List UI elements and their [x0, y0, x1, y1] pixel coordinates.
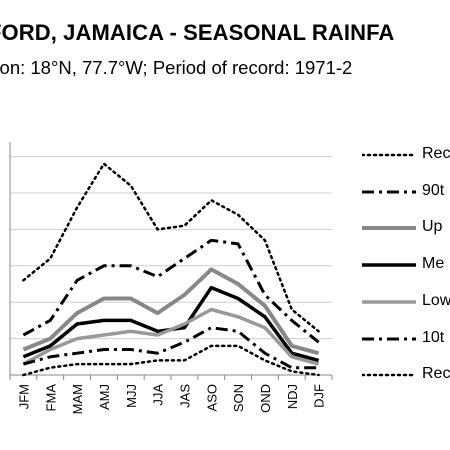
legend-item: Rec: [362, 360, 450, 390]
series-line-2: [22, 238, 320, 344]
legend-label: Low: [422, 291, 450, 309]
x-tick-label: JAS: [177, 384, 192, 408]
legend-swatch: [362, 190, 416, 194]
legend-swatch: [362, 226, 416, 231]
legend-swatch: [362, 153, 418, 157]
x-tick-label: SON: [231, 384, 246, 412]
series-line-7: [22, 344, 320, 377]
x-tick-label: DJF: [312, 384, 327, 408]
series-line-5: [22, 307, 320, 366]
series-line-1: [22, 162, 320, 333]
series-line-3: [22, 267, 320, 356]
chart-subtitle-container: ation: 18°N, 77.7°W; Period of record: 1…: [0, 57, 450, 83]
x-tick-label: OND: [258, 384, 273, 413]
legend-label: Me: [422, 255, 445, 273]
legend-label: 10t: [422, 328, 445, 346]
legend-label: Rec: [422, 365, 450, 383]
gridlines: [10, 156, 332, 340]
legend-label: 90t: [422, 181, 445, 199]
chart-subtitle: ation: 18°N, 77.7°W; Period of record: 1…: [0, 57, 353, 78]
legend-item: 10t: [362, 324, 450, 354]
chart-title-container: CKFORD, JAMAICA - SEASONAL RAINFA: [0, 20, 450, 50]
x-tick-label: ASO: [204, 384, 219, 411]
x-tick-label: NDJ: [285, 384, 300, 409]
series-line-6: [23, 326, 319, 370]
x-tick-label: FMA: [43, 384, 58, 412]
legend-swatch: [362, 337, 416, 340]
x-tick-labels: JFM FMA MAM AMJ MJJ JJA JAS ASO SON OND NDJ DJF: [16, 384, 326, 415]
legend-item: Up: [362, 213, 450, 243]
legend-item: Rec: [362, 140, 450, 170]
x-tick-label: MJJ: [124, 384, 139, 408]
x-tick-label: MAM: [70, 384, 85, 414]
legend-label: Rec: [422, 145, 450, 162]
axes: [9, 142, 333, 380]
chart-title: CKFORD, JAMAICA - SEASONAL RAINFA: [0, 20, 395, 45]
x-tick-label: JJA: [151, 384, 166, 406]
legend-item: Me: [362, 250, 450, 280]
legend-item: 90t: [362, 177, 450, 207]
legend-swatch: [362, 263, 416, 267]
legend-swatch: [362, 373, 418, 377]
x-tick-label: JFM: [16, 384, 31, 409]
legend-swatch: [362, 300, 416, 304]
legend-label: Up: [422, 218, 443, 236]
legend-item: Low: [362, 287, 450, 317]
x-tick-label: AMJ: [97, 384, 112, 410]
series-layer: [22, 162, 320, 377]
